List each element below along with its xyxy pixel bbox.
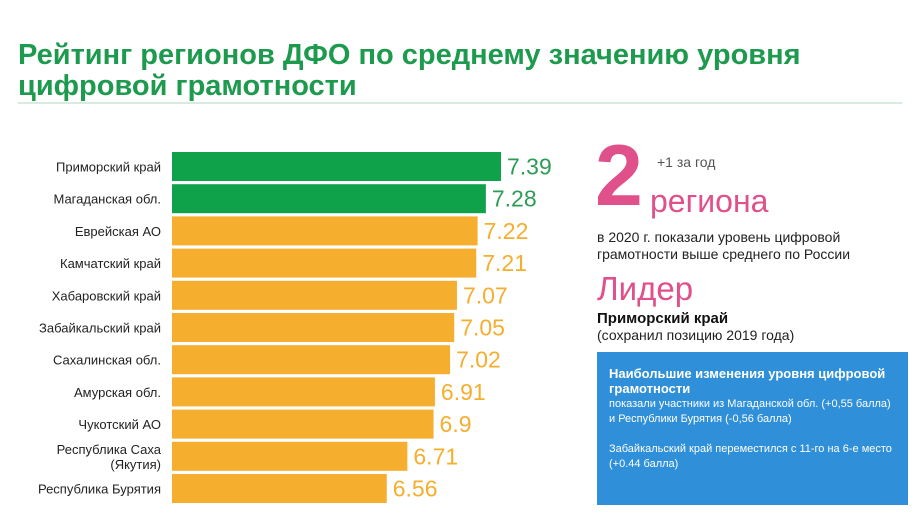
value-label-2: 7.22: [484, 218, 529, 244]
leader-name: Приморский край: [597, 310, 729, 327]
value-label-10: 6.56: [393, 476, 438, 502]
bar-chart: Приморский край 7.39 Магаданская обл. 7.28 Е…: [38, 152, 552, 503]
info-text-move: Забайкальский край переместился с 11-го …: [609, 443, 892, 470]
category-label-3: Камчатский край: [60, 256, 161, 271]
regions-description: в 2020 г. показали уровень цифровой грам…: [597, 229, 851, 262]
value-label-5: 7.05: [460, 315, 505, 341]
value-label-1: 7.28: [492, 186, 537, 212]
bar-8: [172, 409, 434, 439]
info-text-changes: показали участники из Магаданской обл. (…: [609, 398, 891, 425]
bar-5: [172, 313, 455, 342]
bar-1: [172, 184, 486, 214]
bar-7: [172, 377, 435, 407]
regions-count: 2: [595, 128, 643, 224]
category-label-7: Амурская обл.: [74, 385, 161, 400]
category-label-2: Еврейская АО: [75, 224, 161, 239]
leader-title: Лидер: [597, 270, 694, 307]
category-label-4: Хабаровский край: [52, 288, 161, 303]
bar-10: [172, 474, 387, 503]
category-label-8: Чукотский АО: [78, 417, 161, 432]
value-label-7: 6.91: [441, 379, 486, 405]
year-change: +1 за год: [657, 154, 716, 170]
value-label-6: 7.02: [456, 347, 501, 373]
value-label-9: 6.71: [413, 443, 458, 469]
title-divider: [18, 102, 902, 104]
category-label-1: Магаданская обл.: [53, 192, 161, 207]
category-label-6: Сахалинская обл.: [53, 353, 161, 368]
category-label-10: Республика Бурятия: [38, 482, 161, 497]
bar-9: [172, 441, 408, 471]
value-label-3: 7.21: [482, 250, 527, 276]
regions-word: региона: [650, 183, 769, 219]
bar-0: [172, 152, 501, 181]
value-label-4: 7.07: [463, 282, 508, 308]
info-heading: Наибольшие изменения уровня цифровой гра…: [609, 366, 886, 396]
bar-4: [172, 280, 457, 310]
bar-3: [172, 248, 477, 278]
category-label-0: Приморский край: [56, 160, 161, 175]
page-title: Рейтинг регионов ДФО по среднему значени…: [18, 39, 801, 102]
info-box: Наибольшие изменения уровня цифровой гра…: [597, 352, 908, 505]
category-label-9: Республика Саха (Якутия): [57, 442, 162, 472]
bar-6: [172, 345, 451, 375]
category-label-5: Забайкальский край: [39, 321, 161, 336]
bar-2: [172, 216, 478, 246]
value-label-8: 6.9: [440, 411, 472, 437]
leader-note: (сохранил позицию 2019 года): [597, 327, 795, 343]
value-label-0: 7.39: [507, 154, 552, 180]
